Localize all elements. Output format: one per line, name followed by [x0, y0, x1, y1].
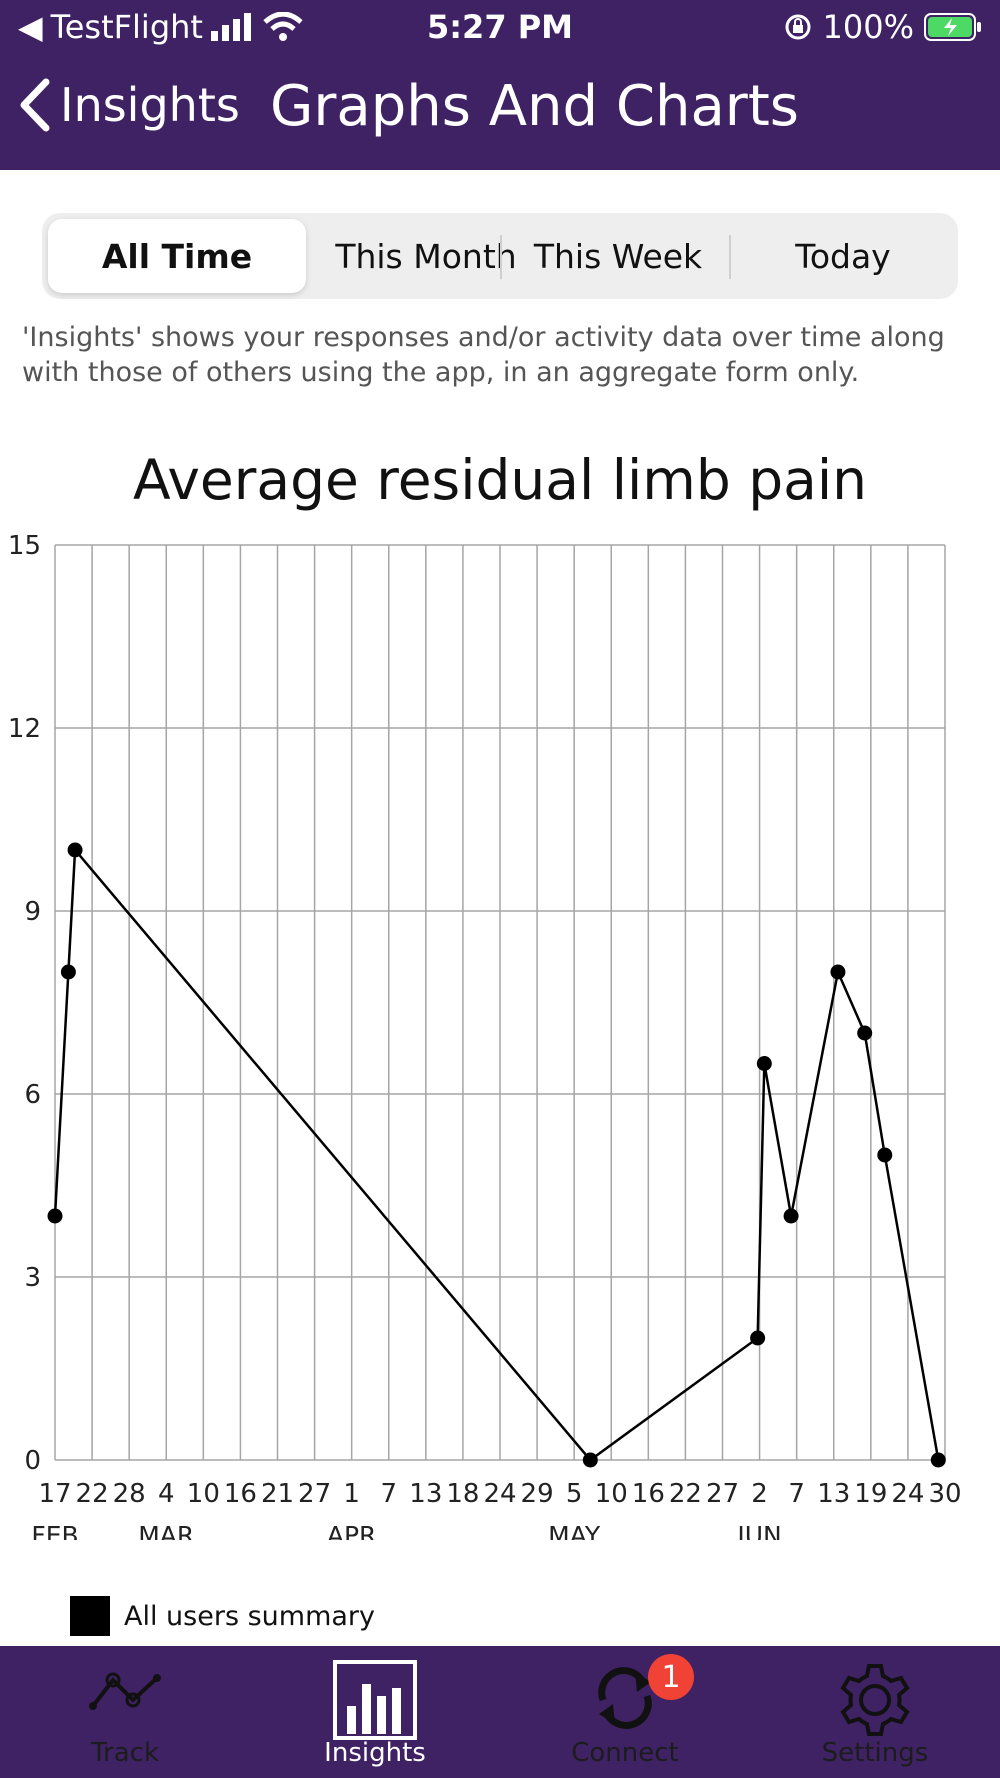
x-month-label: FEB: [31, 1521, 78, 1540]
data-point: [830, 964, 846, 980]
y-tick-label: 6: [24, 1080, 41, 1110]
y-tick-label: 3: [24, 1263, 41, 1293]
segment-all-time[interactable]: All Time: [48, 219, 306, 293]
data-point: [857, 1025, 873, 1041]
data-point: [67, 842, 83, 858]
x-tick-label: 29: [521, 1479, 554, 1509]
connect-notification-badge: 1: [648, 1654, 694, 1700]
tab-connect[interactable]: Connect: [500, 1646, 750, 1778]
data-point: [783, 1208, 799, 1224]
x-tick-label: 16: [224, 1479, 257, 1509]
segment-divider: [729, 235, 731, 279]
status-time: 5:27 PM: [426, 8, 574, 46]
tab-connect-label: Connect: [571, 1738, 679, 1768]
tab-track[interactable]: Track: [0, 1646, 250, 1778]
nav-bar: Insights Graphs And Charts: [0, 58, 1000, 170]
x-tick-label: 19: [854, 1479, 887, 1509]
back-button[interactable]: Insights: [18, 78, 240, 132]
legend-label: All users summary: [124, 1600, 376, 1632]
x-tick-label: 16: [632, 1479, 665, 1509]
series-line: [53, 846, 940, 1462]
x-tick-label: 1: [343, 1479, 360, 1509]
y-tick-label: 9: [24, 897, 41, 927]
back-button-label: Insights: [60, 78, 240, 132]
gear-icon: [840, 1664, 910, 1736]
data-point: [60, 964, 76, 980]
battery-percent: 100%: [822, 8, 914, 46]
x-tick-label: 17: [38, 1479, 71, 1509]
battery-charging-icon: [924, 13, 981, 41]
x-tick-label: 21: [261, 1479, 294, 1509]
data-point: [582, 1452, 598, 1468]
signal-icon: [210, 13, 251, 41]
insights-info-text: 'Insights' shows your responses and/or a…: [22, 322, 945, 388]
x-tick-label: 7: [788, 1479, 805, 1509]
x-month-label: MAR: [138, 1521, 194, 1540]
track-line-icon: [89, 1672, 161, 1710]
bar-chart-icon: [333, 1660, 417, 1740]
time-range-segmented-control: All Time This Month This Week Today: [42, 213, 958, 299]
status-back-app[interactable]: ◀ TestFlight: [18, 8, 303, 46]
x-tick-label: 24: [891, 1479, 924, 1509]
sync-icon: [598, 1667, 652, 1729]
y-tick-label: 0: [24, 1446, 41, 1476]
x-tick-label: 7: [380, 1479, 397, 1509]
y-tick-label: 15: [8, 531, 41, 561]
tab-bar: Track Insights Connect Settings: [0, 1646, 1000, 1778]
x-month-label: MAY: [548, 1521, 601, 1540]
tab-insights-label: Insights: [324, 1738, 426, 1768]
status-back-app-label: TestFlight: [50, 8, 203, 46]
x-tick-label: 4: [158, 1479, 175, 1509]
x-tick-label: 10: [187, 1479, 220, 1509]
wifi-icon: [263, 12, 303, 41]
x-tick-label: 2: [751, 1479, 768, 1509]
tab-settings-label: Settings: [821, 1738, 929, 1768]
x-tick-label: 28: [113, 1479, 146, 1509]
x-tick-label: 10: [595, 1479, 628, 1509]
data-point: [930, 1452, 946, 1468]
x-tick-label: 18: [446, 1479, 479, 1509]
tab-insights[interactable]: Insights: [250, 1646, 500, 1778]
chart-title: Average residual limb pain: [132, 448, 868, 512]
x-month-label: JUN: [735, 1521, 781, 1540]
data-point: [877, 1147, 893, 1163]
rotation-lock-icon: [785, 14, 811, 40]
x-tick-label: 30: [928, 1479, 961, 1509]
page-title: Graphs And Charts: [270, 74, 799, 139]
status-bar: ◀ TestFlight 5:27 PM 100%: [0, 0, 1000, 58]
x-month-label: APR: [327, 1521, 377, 1540]
x-tick-label: 5: [566, 1479, 583, 1509]
data-point: [756, 1056, 772, 1071]
line-chart: 17 22 28 4 10 16 21 27 1 7 13 18 24 29 5 10 16 22 27 2 7 13 19…: [8, 531, 962, 1540]
chart-legend: All users summary: [70, 1596, 375, 1636]
data-point: [750, 1330, 766, 1346]
x-tick-label: 22: [76, 1479, 109, 1509]
y-tick-label: 12: [8, 714, 41, 744]
segment-this-month[interactable]: This Month: [335, 236, 517, 276]
x-tick-label: 27: [298, 1479, 331, 1509]
legend-swatch: [70, 1596, 110, 1636]
x-tick-label: 13: [409, 1479, 442, 1509]
back-triangle-icon: ◀: [18, 8, 43, 46]
tab-settings[interactable]: Settings: [750, 1646, 1000, 1778]
segment-today[interactable]: Today: [795, 236, 891, 276]
x-tick-label: 24: [483, 1479, 516, 1509]
segment-this-week[interactable]: This Week: [533, 236, 703, 276]
tab-track-label: Track: [90, 1738, 160, 1768]
x-tick-label: 27: [706, 1479, 739, 1509]
x-tick-label: 22: [669, 1479, 702, 1509]
chevron-left-icon: [20, 78, 50, 132]
segment-divider: [500, 235, 502, 279]
data-point: [47, 1208, 63, 1224]
x-tick-label: 13: [817, 1479, 850, 1509]
